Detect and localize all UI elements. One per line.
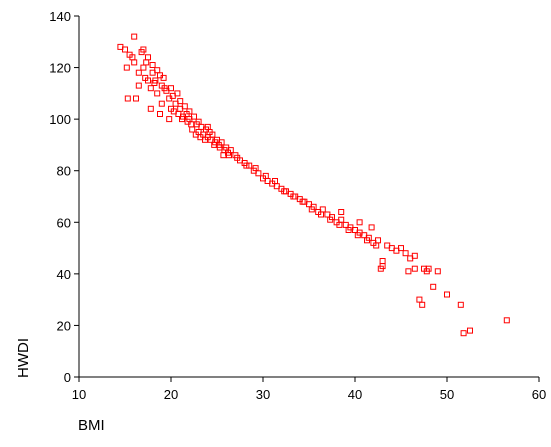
- data-point: [416, 296, 423, 303]
- data-point: [243, 162, 250, 169]
- data-point: [181, 103, 188, 110]
- data-point: [211, 141, 218, 148]
- x-tick-label: 50: [440, 387, 454, 402]
- data-point: [252, 165, 259, 172]
- data-point: [143, 59, 150, 66]
- data-point: [135, 69, 142, 76]
- data-point: [405, 268, 412, 275]
- data-point: [379, 263, 386, 270]
- data-point: [140, 64, 147, 71]
- y-tick-label: 20: [57, 318, 71, 333]
- data-point: [174, 90, 181, 97]
- data-point: [158, 100, 165, 107]
- data-point: [179, 116, 185, 123]
- data-point: [189, 126, 196, 133]
- y-tick-label: 40: [57, 267, 71, 282]
- data-point: [430, 283, 437, 290]
- data-point: [411, 252, 418, 259]
- data-point: [460, 330, 467, 337]
- data-point: [281, 188, 288, 195]
- data-point: [345, 227, 352, 233]
- data-point: [318, 211, 324, 218]
- data-point: [188, 121, 195, 128]
- data-point: [147, 85, 154, 92]
- data-point: [299, 198, 306, 205]
- data-point: [220, 152, 227, 159]
- x-tick-label: 20: [164, 387, 178, 402]
- y-tick-label: 140: [49, 9, 71, 24]
- data-point: [368, 224, 375, 231]
- data-point: [191, 113, 197, 120]
- data-point: [123, 64, 130, 71]
- data-point: [234, 154, 241, 161]
- data-point: [503, 317, 510, 324]
- data-point: [145, 77, 151, 84]
- data-point: [161, 85, 168, 92]
- data-point: [133, 95, 139, 102]
- data-point: [373, 242, 380, 249]
- data-point: [154, 90, 161, 97]
- data-point: [467, 327, 473, 334]
- x-tick-label: 60: [532, 387, 546, 402]
- data-point: [308, 206, 315, 213]
- data-point: [290, 193, 297, 200]
- data-point: [170, 108, 177, 115]
- data-point: [177, 98, 184, 105]
- data-point: [145, 54, 151, 61]
- data-point: [272, 178, 278, 184]
- y-tick-label: 80: [57, 164, 71, 179]
- y-tick-label: 0: [64, 370, 71, 385]
- data-point: [157, 111, 163, 117]
- data-point: [206, 129, 213, 135]
- data-point: [166, 116, 173, 123]
- data-point: [147, 105, 154, 112]
- x-axis-title: BMI: [78, 417, 105, 434]
- data-point: [338, 209, 345, 215]
- data-point: [379, 258, 386, 264]
- data-point: [419, 301, 426, 308]
- data-point: [336, 221, 343, 228]
- data-point: [327, 216, 334, 223]
- data-point: [160, 74, 167, 81]
- data-point: [364, 237, 370, 244]
- y-tick-label: 100: [49, 112, 71, 127]
- data-point: [425, 265, 432, 272]
- data-point: [262, 172, 269, 179]
- data-point: [356, 219, 363, 226]
- data-point: [434, 268, 441, 275]
- y-tick-label: 120: [49, 61, 71, 76]
- data-point: [131, 59, 138, 66]
- axes: 0 20 40 60 80 100 120 140 10 20 30 40 50 60: [49, 9, 546, 402]
- data-point: [183, 111, 190, 117]
- y-tick-label: 60: [57, 215, 71, 230]
- data-point: [457, 301, 464, 308]
- y-axis-title: HWDI: [15, 338, 32, 378]
- x-tick-label: 10: [72, 387, 86, 402]
- data-point: [444, 291, 450, 298]
- data-point: [192, 131, 199, 138]
- data-point: [152, 77, 159, 84]
- data-point: [411, 265, 418, 272]
- data-points: [117, 33, 510, 337]
- x-tick-label: 30: [256, 387, 270, 402]
- data-point: [402, 250, 409, 257]
- data-point: [354, 232, 361, 239]
- data-point: [149, 62, 156, 68]
- data-point: [122, 46, 128, 53]
- data-point: [124, 95, 131, 102]
- data-point: [398, 245, 404, 252]
- data-point: [140, 46, 147, 53]
- data-point: [131, 33, 138, 40]
- data-point: [202, 136, 208, 143]
- data-point: [168, 85, 174, 92]
- x-tick-label: 40: [348, 387, 362, 402]
- data-point: [135, 82, 142, 89]
